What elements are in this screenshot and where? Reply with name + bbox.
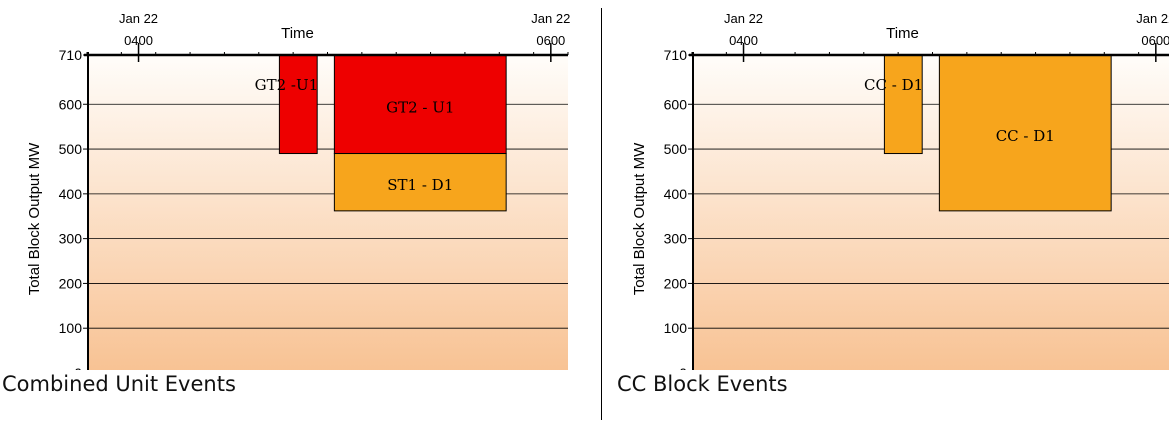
y-tick-label: 200 bbox=[664, 275, 688, 291]
y-tick-label: 400 bbox=[59, 186, 83, 202]
x-tick-label-time: 0600 bbox=[1141, 33, 1169, 48]
chart-panel-cc-block: CC - D1 CC - D1 Jan 22 0400 Jan 22 0600 Time 0 1… bbox=[605, 0, 1169, 421]
y-tick-label: 710 bbox=[59, 47, 83, 63]
y-tick-label: 500 bbox=[59, 141, 83, 157]
x-tick-label-time: 0400 bbox=[124, 33, 153, 48]
y-tick-label: 100 bbox=[59, 320, 83, 336]
event-label: CC - D1 bbox=[996, 127, 1055, 145]
y-tick-label: 0 bbox=[74, 365, 82, 370]
y-tick-label: 100 bbox=[664, 320, 688, 336]
y-tick-label: 710 bbox=[664, 47, 688, 63]
event-bar bbox=[938, 54, 1112, 212]
chart-panel-combined: GT2 -U1 GT2 - U1 ST1 - D1 Jan 22 0400 Jan 22 0… bbox=[2, 11, 570, 396]
x-tick-label-date: Jan 22 bbox=[724, 11, 763, 26]
y-tick-label: 600 bbox=[59, 96, 83, 112]
chart-caption: CC Block Events bbox=[617, 372, 788, 396]
x-tick-label-date: Jan 22 bbox=[1136, 11, 1169, 26]
y-tick-label: 400 bbox=[664, 186, 688, 202]
event-bar bbox=[333, 153, 507, 212]
y-tick-label: 600 bbox=[664, 96, 688, 112]
panel-divider bbox=[601, 8, 602, 420]
event-label: ST1 - D1 bbox=[387, 176, 453, 194]
y-tick-label: 500 bbox=[664, 141, 688, 157]
y-tick-label: 0 bbox=[679, 365, 687, 370]
y-tick-label: 300 bbox=[664, 231, 688, 247]
chart-cc-block-events: CC - D1 CC - D1 Jan 22 0400 Jan 22 0600 Time 0 1… bbox=[631, 11, 1169, 370]
event-bar bbox=[883, 54, 923, 155]
x-tick-label-date: Jan 22 bbox=[531, 11, 570, 26]
event-bar bbox=[278, 54, 318, 155]
x-tick-label-time: 0400 bbox=[729, 33, 758, 48]
event-label: CC - D1 bbox=[864, 76, 923, 94]
x-tick-label-date: Jan 22 bbox=[119, 11, 158, 26]
y-tick-label: 300 bbox=[59, 231, 83, 247]
x-axis-label: Time bbox=[886, 25, 919, 42]
y-axis-label: Total Block Output MW bbox=[631, 142, 648, 295]
x-axis-label: Time bbox=[281, 25, 314, 42]
y-tick-label: 200 bbox=[59, 275, 83, 291]
y-axis-label: Total Block Output MW bbox=[26, 142, 43, 295]
event-label: GT2 -U1 bbox=[255, 76, 319, 94]
chart-caption: Combined Unit Events bbox=[2, 372, 236, 396]
event-label: GT2 - U1 bbox=[386, 98, 454, 116]
x-tick-label-time: 0600 bbox=[536, 33, 565, 48]
